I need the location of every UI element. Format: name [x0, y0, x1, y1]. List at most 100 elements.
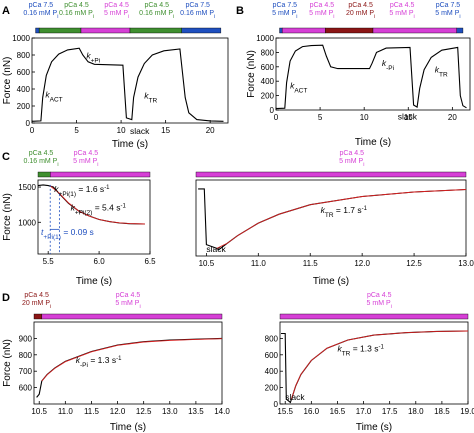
x-tick-label: 10.5 [199, 259, 215, 268]
annotation-rate: k-Pi [382, 58, 394, 72]
y-tick-label: 0 [270, 106, 275, 115]
force-trace [281, 330, 469, 404]
x-tick-label: 15.5 [277, 407, 293, 416]
solution-label-pca: pCa 4.5 [310, 2, 335, 9]
x-tick-label: 0 [30, 126, 35, 135]
x-tick-label: 11.0 [251, 259, 267, 268]
x-tick-label: 20 [448, 113, 457, 122]
x-tick-label: 20 [206, 126, 215, 135]
solution-label-pca: pCa 4.5 [29, 150, 54, 157]
solution-label-pi: 0.16 mM Pi [139, 10, 174, 20]
solution-bar-segment [38, 27, 82, 34]
y-tick-label: 400 [265, 367, 279, 376]
x-tick-label: 16.0 [304, 407, 320, 416]
x-tick-label: 18.0 [408, 407, 424, 416]
panel-letter-d: D [2, 292, 10, 304]
solution-label-pi: 20 mM Pi [346, 10, 375, 20]
annotation-rate: k+Pi(2) = 5.4 s-1 [71, 202, 127, 216]
x-tick-label: 6.5 [144, 257, 156, 266]
panel-letter-c: C [2, 151, 10, 163]
x-tick-label: 10 [117, 126, 126, 135]
solution-label-pca: pCa 4.5 [74, 150, 99, 157]
x-tick-label: 15 [161, 126, 170, 135]
solution-label-pca: pCa 4.5 [390, 2, 415, 9]
x-tick-label: 11.0 [58, 407, 74, 416]
solution-bar-segment [80, 27, 131, 34]
x-tick-label: 19.0 [460, 407, 474, 416]
solution-bar-segment [181, 27, 222, 34]
solution-bar-segment [456, 27, 464, 34]
solution-bar-segment [33, 313, 43, 320]
y-tick-label: 600 [265, 351, 279, 360]
solution-bar-segment [41, 313, 223, 320]
y-tick-label: 900 [19, 334, 33, 343]
annotation-rate: t+Pi(1) = 0.09 s [41, 227, 94, 241]
solution-label-pca: pCa 4.5 [144, 2, 169, 9]
solution-bar-segment [50, 171, 151, 178]
y-tick-label: 400 [17, 85, 31, 94]
x-axis-label: Time (s) [313, 276, 349, 287]
x-tick-label: 11.5 [84, 407, 100, 416]
x-tick-label: 17.0 [356, 407, 372, 416]
solution-label-pi: 5 mM Pi [115, 300, 140, 310]
annotation-rate: k+Pi [86, 50, 100, 64]
x-tick-label: 11.5 [303, 259, 319, 268]
annotation-rate: kTR = 1.3 s-1 [337, 344, 384, 358]
x-tick-label: 14.0 [214, 407, 230, 416]
y-tick-label: 800 [261, 48, 275, 57]
annotation-rate: kTR [144, 90, 157, 104]
solution-label-pca: pCa 7.5 [273, 2, 298, 9]
solution-label-pca: pCa 4.5 [64, 2, 89, 9]
solution-bar-segment [37, 171, 51, 178]
annotation-rate: k+Pi(1) = 1.6 s-1 [54, 184, 110, 198]
solution-label-pi: 0.16 mM Pi [23, 10, 58, 20]
x-tick-label: 13.0 [162, 407, 178, 416]
annotation-rate: kTR [435, 65, 448, 79]
plot-frame [31, 37, 229, 124]
x-tick-label: 12.5 [406, 259, 422, 268]
x-tick-label: 6.0 [94, 257, 106, 266]
x-tick-label: 13.5 [188, 407, 204, 416]
annotation-rate: kTR = 1.7 s-1 [321, 205, 368, 219]
solution-label-pi: 5 mM Pi [272, 10, 297, 20]
solution-label-pi: 5 mM Pi [367, 300, 392, 310]
x-axis-label: Time (s) [112, 139, 148, 150]
solution-label-pca: pCa 7.5 [185, 2, 210, 9]
x-tick-label: 13.0 [458, 259, 474, 268]
force-trace [198, 188, 467, 251]
fit-line [49, 185, 145, 225]
y-tick-label: 0 [274, 400, 279, 409]
solution-label-pi: 5 mM Pi [309, 10, 334, 20]
solution-label-pi: 5 mM Pi [389, 10, 414, 20]
x-tick-label: 5 [74, 126, 79, 135]
solution-bar-segment [195, 171, 467, 178]
solution-bar-segment [279, 313, 469, 320]
y-axis-label: Force (nN) [2, 339, 13, 387]
y-tick-label: 600 [19, 384, 33, 393]
solution-label-pi: 5 mM Pi [73, 158, 98, 168]
y-tick-label: 600 [17, 68, 31, 77]
solution-label-pi: 0.16 mM Pi [24, 158, 59, 168]
x-axis-label: Time (s) [76, 276, 112, 287]
chart-panel-c-right: pCa 4.55 mM Pi 10.5 11.0 11.5 12.0 12.5 13.0 Ti… [195, 150, 474, 287]
annotation-label: slack [206, 244, 226, 254]
x-tick-label: 12.5 [136, 407, 152, 416]
x-tick-label: 10 [360, 113, 369, 122]
solution-label-pca: pCa 4.5 [367, 292, 392, 299]
plot-frame [195, 179, 467, 257]
solution-label-pi: 5 mM Pi [435, 10, 460, 20]
solution-label-pca: pCa 4.5 [24, 292, 49, 299]
solution-label-pi: 20 mM Pi [22, 300, 51, 310]
y-tick-label: 1000 [18, 218, 36, 227]
y-tick-label: 0 [26, 119, 31, 128]
y-tick-label: 800 [19, 351, 33, 360]
solution-label-pca: pCa 4.5 [116, 292, 141, 299]
y-tick-label: 400 [261, 77, 275, 86]
fit-line [41, 338, 223, 382]
x-tick-label: 12.0 [354, 259, 370, 268]
solution-bar-segment [129, 27, 182, 34]
annotation-label: slack [285, 392, 305, 402]
